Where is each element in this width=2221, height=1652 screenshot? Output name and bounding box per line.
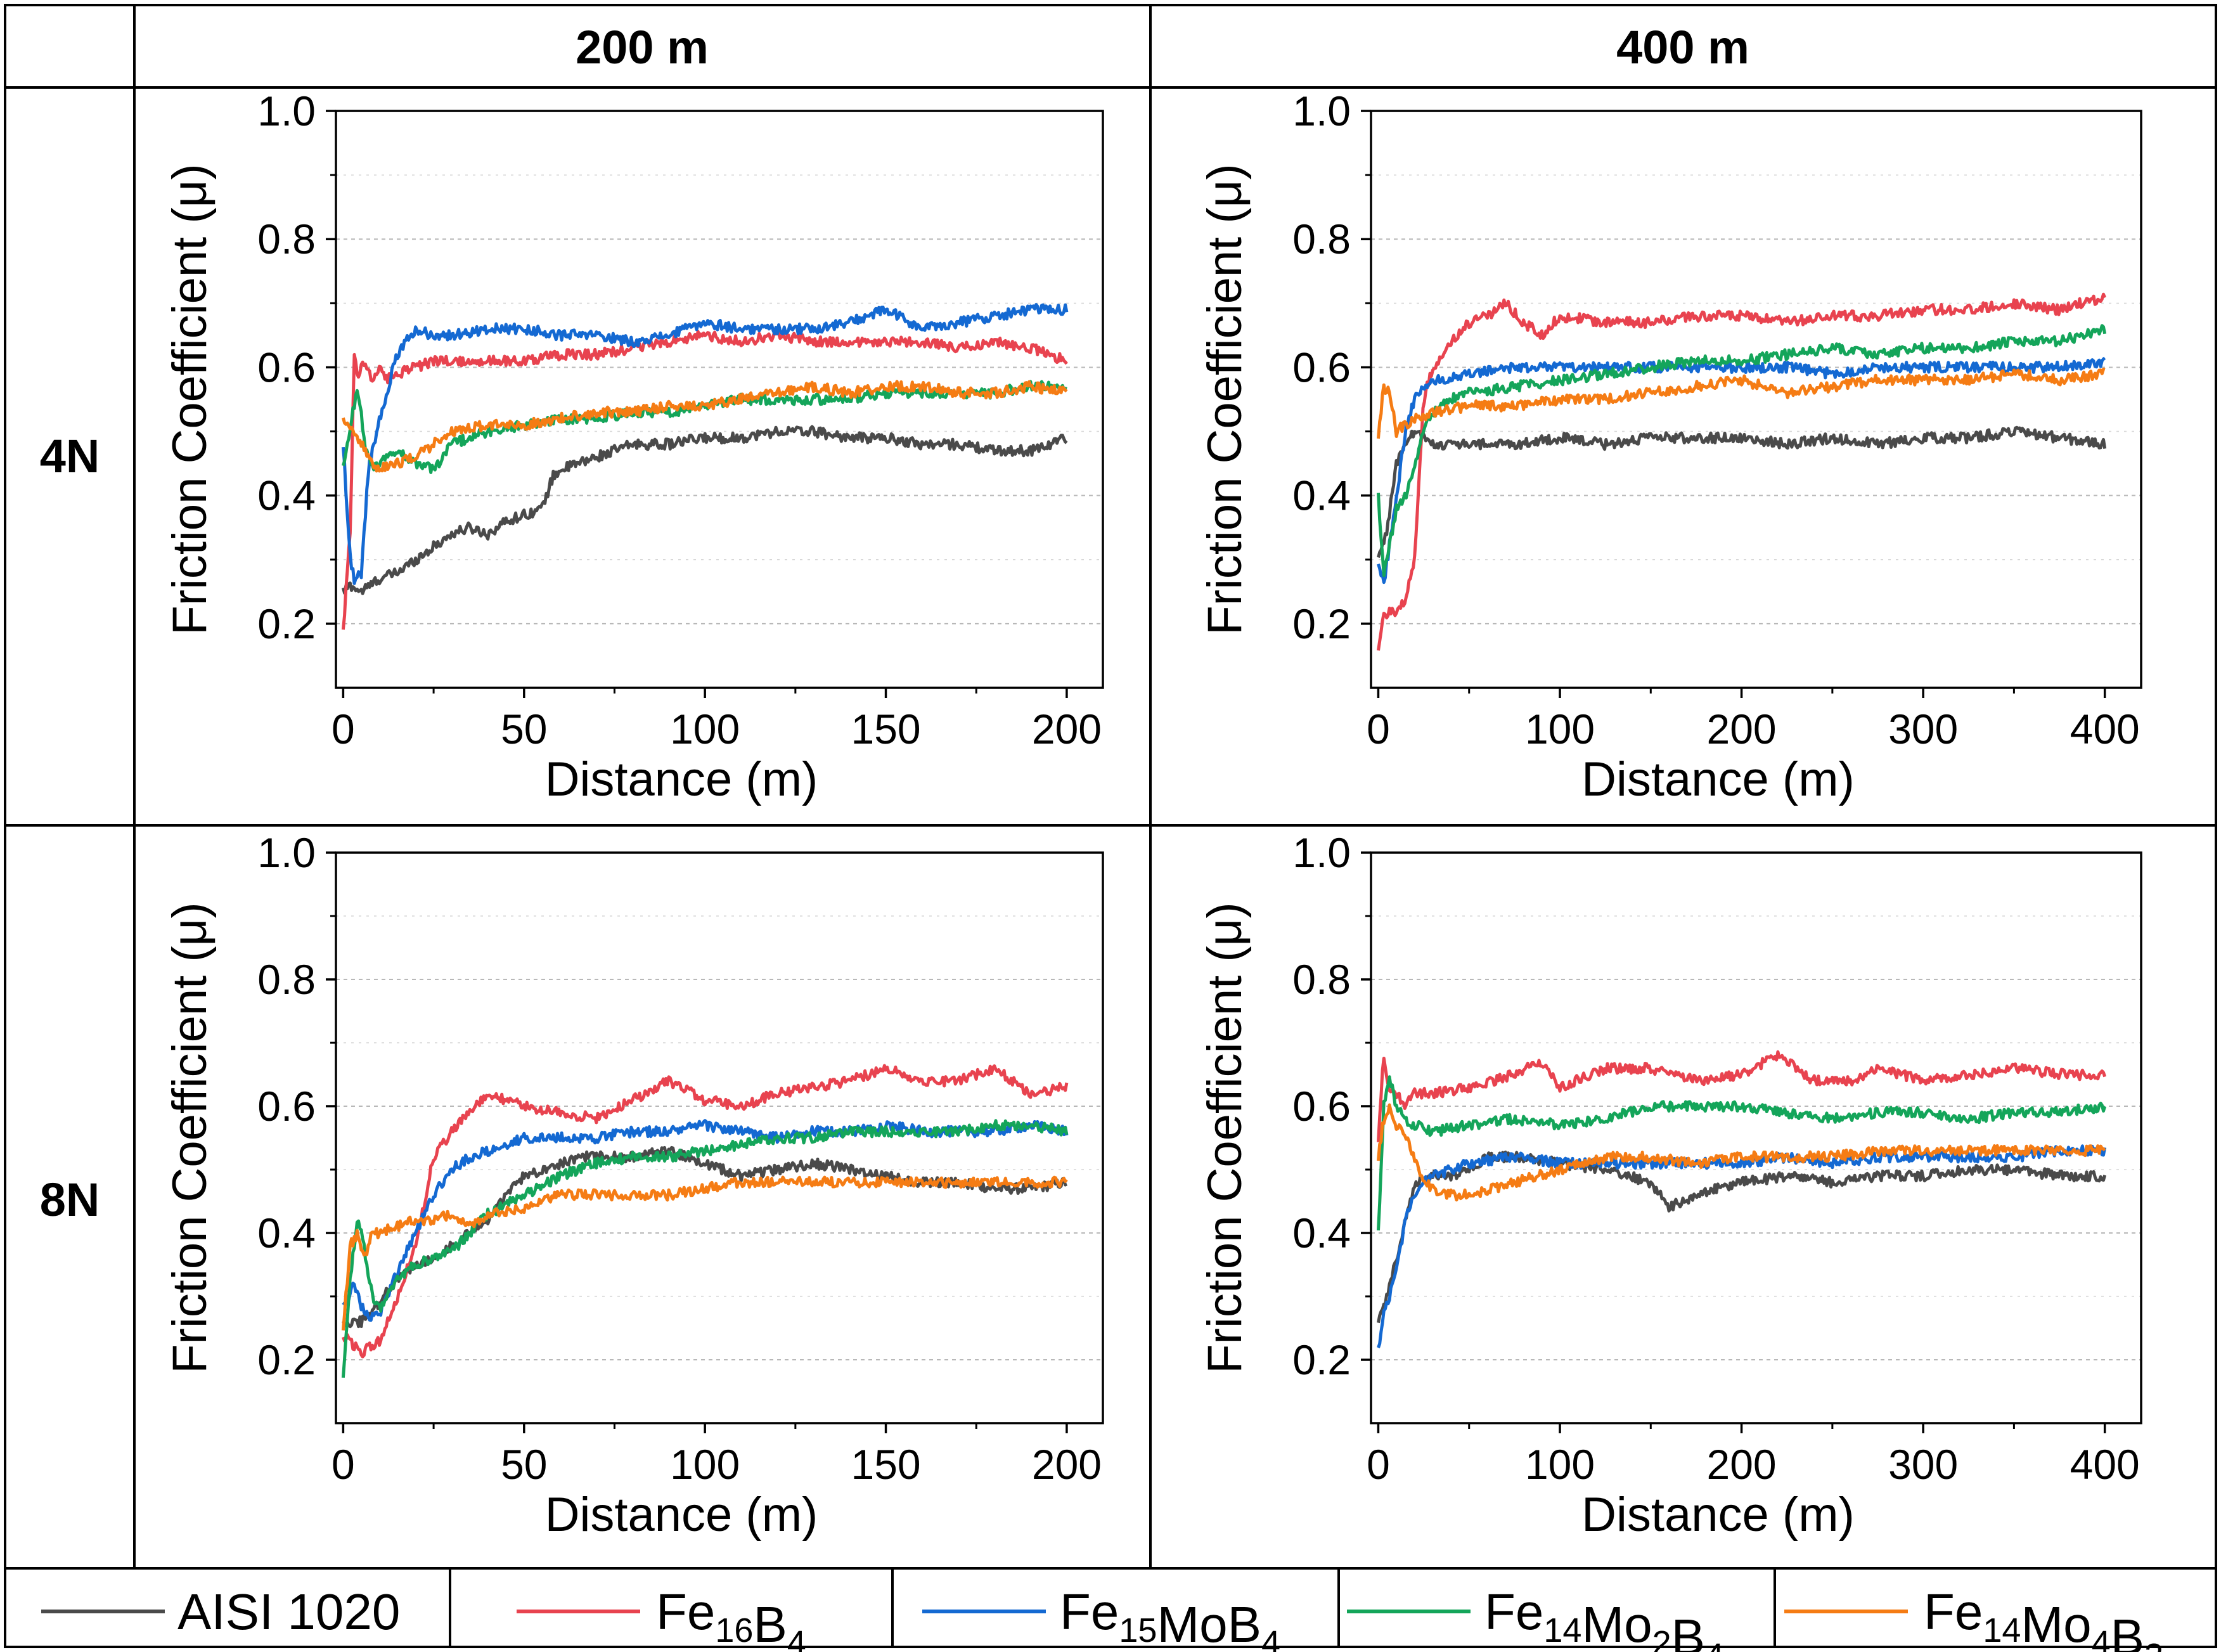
x-tick-label: 100 (1525, 706, 1595, 752)
chart-panel-4n-200m: 0.2 0.4 0.6 0.8 1.0 0 50 100 150 200 Distance (m) F… (163, 87, 1104, 806)
y-tick-label: 0.6 (257, 1083, 316, 1130)
y-tick-label: 0.8 (257, 956, 316, 1003)
x-tick-label: 200 (1707, 1441, 1777, 1488)
plot-frame (335, 110, 1104, 689)
y-tick-label: 0.8 (1292, 216, 1351, 262)
y-tick-label: 1.0 (257, 829, 316, 876)
plot-frame (335, 851, 1104, 1424)
y-tick-label: 0.4 (1292, 472, 1351, 519)
y-tick-label: 0.8 (257, 216, 316, 262)
x-tick-label: 0 (332, 1441, 355, 1488)
row-header-8n: 8N (40, 1173, 100, 1226)
y-tick-label: 0.6 (257, 344, 316, 390)
series-line-fe15mob4 (341, 303, 1069, 585)
series-line-aisi-1020 (1377, 425, 2107, 558)
series-line-fe16b4 (341, 330, 1068, 630)
x-tick-label: 400 (2070, 706, 2140, 752)
series-line-fe14mo4b2 (1377, 1103, 2106, 1202)
series-line-fe16b4 (1377, 292, 2107, 651)
y-tick-label: 0.4 (257, 1210, 316, 1256)
x-tick-label: 100 (670, 1441, 740, 1488)
x-tick-label: 0 (1367, 1441, 1390, 1488)
x-axis-title: Distance (m) (545, 1488, 818, 1542)
y-tick-label: 0.8 (1292, 956, 1351, 1003)
series-line-fe16b4 (1377, 1050, 2107, 1142)
x-tick-label: 200 (1032, 1441, 1102, 1488)
x-tick-label: 50 (501, 1441, 547, 1488)
series-line-fe14mo2b4 (1377, 1075, 2107, 1231)
series-line-aisi-1020 (341, 425, 1068, 595)
row-header-4n: 4N (40, 430, 100, 482)
plot-frame (1370, 110, 2142, 689)
x-tick-label: 0 (1367, 706, 1390, 752)
series-line-fe14mo4b2 (341, 1175, 1068, 1331)
legend-label-aisi: AISI 1020 (177, 1584, 400, 1640)
x-tick-label: 150 (851, 1441, 920, 1488)
y-axis-title: Friction Coefficient (μ) (1198, 164, 1252, 635)
x-tick-label: 200 (1707, 706, 1777, 752)
y-axis-title: Friction Coefficient (μ) (1198, 902, 1252, 1374)
chart-panel-8n-400m: 0.2 0.4 0.6 0.8 1.0 0 100 200 300 400 Distance (m)… (1198, 829, 2142, 1542)
x-tick-label: 100 (1525, 1441, 1595, 1488)
legend-label-fe15mob4: Fe15MoB4 (1060, 1584, 1280, 1652)
y-tick-label: 0.6 (1292, 344, 1351, 390)
x-tick-label: 150 (851, 706, 920, 752)
series-line-fe14mo4b2 (1377, 368, 2106, 439)
x-axis-title: Distance (m) (545, 752, 818, 806)
series-line-fe14mo4b2 (341, 380, 1068, 473)
legend-label-fe14mo4b2: Fe14Mo4B2 (1924, 1584, 2163, 1652)
x-tick-label: 200 (1032, 706, 1102, 752)
y-tick-label: 1.0 (1292, 87, 1351, 134)
chart-panel-4n-400m: 0.2 0.4 0.6 0.8 1.0 0 100 200 300 400 Distance (m)… (1198, 87, 2142, 806)
y-axis-title: Friction Coefficient (μ) (163, 902, 217, 1374)
series-line-fe14mo2b4 (341, 1119, 1069, 1378)
y-tick-label: 0.6 (1292, 1083, 1351, 1130)
x-axis-title: Distance (m) (1581, 1488, 1855, 1542)
plot-frame (1370, 851, 2142, 1424)
x-tick-label: 300 (1888, 1441, 1958, 1488)
y-tick-label: 0.2 (257, 600, 316, 647)
legend-label-fe14mo2b4: Fe14Mo2B4 (1484, 1584, 1724, 1652)
column-header-400m: 400 m (1616, 21, 1749, 74)
x-tick-label: 300 (1888, 706, 1958, 752)
y-tick-label: 0.2 (257, 1336, 316, 1383)
y-axis-title: Friction Coefficient (μ) (163, 164, 217, 635)
legend: AISI 1020 Fe16B4 Fe15MoB4 Fe14Mo2B4 Fe14Mo4B… (41, 1584, 2163, 1652)
x-tick-label: 50 (501, 706, 547, 752)
x-tick-label: 100 (670, 706, 740, 752)
legend-label-fe16b4: Fe16B4 (656, 1584, 806, 1652)
x-tick-label: 0 (332, 706, 355, 752)
series-line-fe14mo2b4 (1377, 324, 2107, 578)
y-tick-label: 0.2 (1292, 1336, 1351, 1383)
table-grid (4, 4, 2217, 1648)
y-tick-label: 0.2 (1292, 600, 1351, 647)
y-tick-label: 1.0 (257, 87, 316, 134)
column-header-200m: 200 m (576, 21, 709, 74)
x-tick-label: 400 (2070, 1441, 2140, 1488)
y-tick-label: 0.4 (1292, 1210, 1351, 1256)
x-axis-title: Distance (m) (1581, 752, 1855, 806)
series-line-fe16b4 (342, 1064, 1069, 1358)
series-line-fe15mob4 (1377, 356, 2106, 584)
series-line-fe14mo2b4 (341, 380, 1067, 474)
y-tick-label: 0.4 (257, 472, 316, 519)
chart-panel-8n-200m: 0.2 0.4 0.6 0.8 1.0 0 50 100 150 200 Distance (m) F… (163, 829, 1104, 1542)
y-tick-label: 1.0 (1292, 829, 1351, 876)
